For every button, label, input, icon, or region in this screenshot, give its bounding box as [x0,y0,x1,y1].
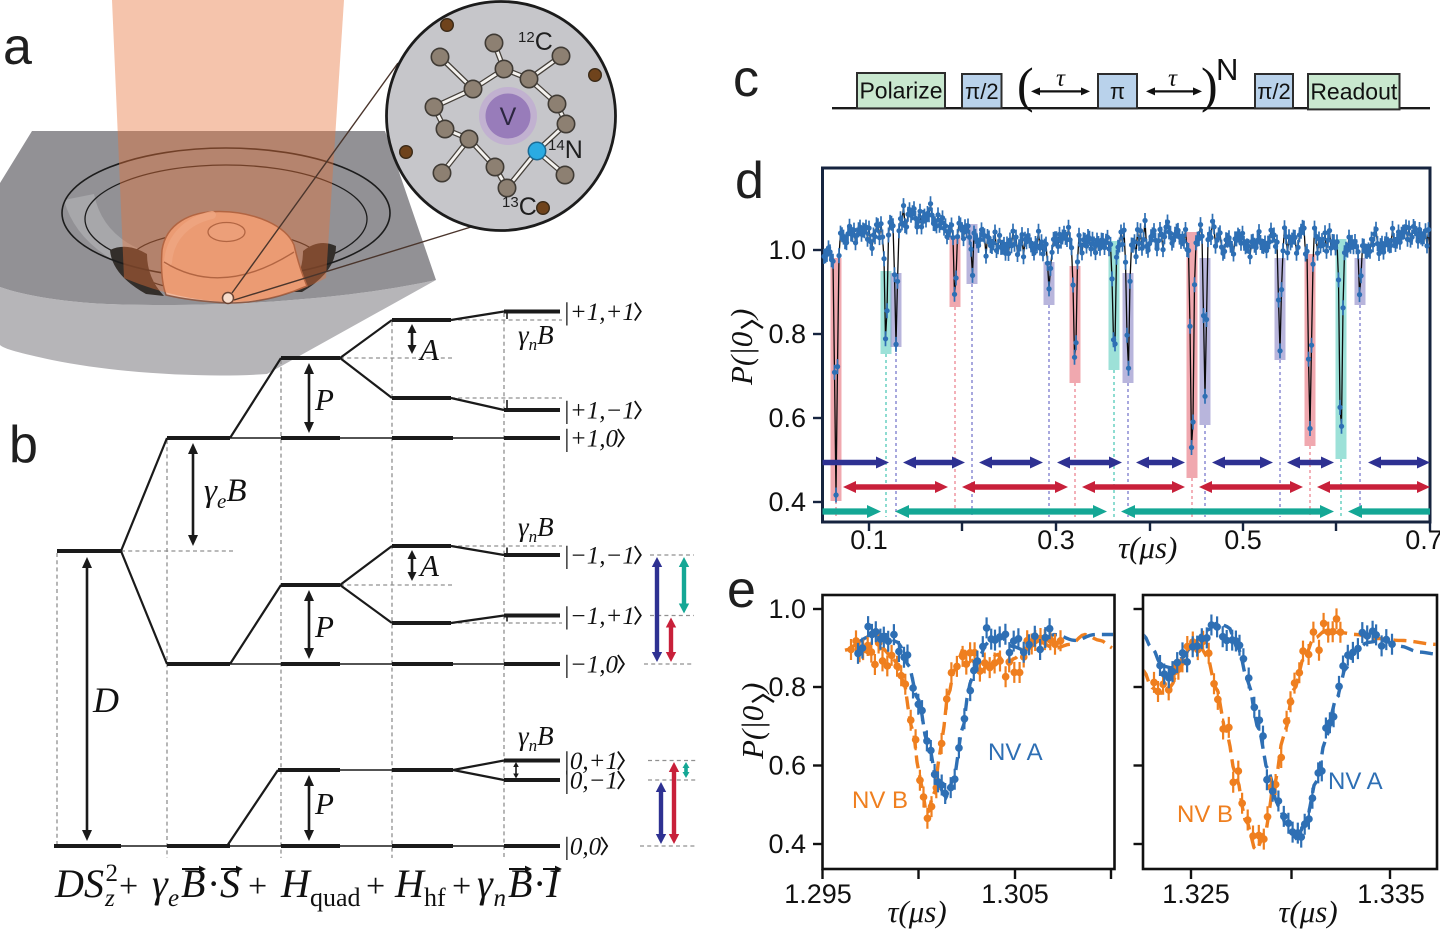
svg-text:+: + [248,868,267,905]
svg-text:NV B: NV B [852,787,908,814]
svg-text:|−1,−1: |−1,−1 [563,543,635,570]
svg-text:I: I [545,861,561,906]
svg-text:13C: 13C [502,193,537,221]
svg-text:(: ( [1017,57,1034,113]
svg-text:S: S [220,861,240,906]
svg-text:|0,+1: |0,+1 [563,748,618,775]
svg-text:π/2: π/2 [965,79,999,104]
svg-text:|−1,+1: |−1,+1 [563,603,635,630]
svg-text:H: H [280,861,312,906]
svg-text:0.4: 0.4 [768,829,806,859]
svg-text:γnB: γnB [518,512,554,546]
svg-text:0.6: 0.6 [768,751,806,781]
svg-text:z: z [104,885,115,912]
svg-text:NV A: NV A [1328,768,1383,795]
svg-text:2: 2 [106,860,119,887]
svg-text:0.4: 0.4 [768,487,806,517]
svg-text:|+1,0: |+1,0 [563,426,618,453]
svg-text:|+1,+1: |+1,+1 [563,299,635,326]
svg-text:0.1: 0.1 [850,525,888,555]
svg-text:0.8: 0.8 [768,672,806,702]
svg-text:hf: hf [424,883,446,912]
svg-text:1.295: 1.295 [784,879,852,909]
svg-text:P: P [314,609,334,644]
svg-text:A: A [418,332,440,367]
svg-text:1.325: 1.325 [1162,879,1230,909]
svg-text:1.0: 1.0 [768,594,806,624]
svg-text:12C: 12C [518,28,553,56]
svg-text:quad: quad [310,883,361,912]
svg-text:D: D [92,680,119,720]
svg-text:P: P [314,382,334,417]
svg-text:τ(μs): τ(μs) [1118,530,1177,565]
svg-text:P(|0: P(|0 [735,705,770,760]
svg-text:·: · [533,861,546,906]
svg-text:NV B: NV B [1177,801,1233,828]
svg-text:0.5: 0.5 [1224,525,1262,555]
svg-text:): ) [724,309,759,321]
svg-text:|0,−1: |0,−1 [563,768,618,795]
svg-text:H: H [394,861,426,906]
svg-text:S: S [84,861,104,906]
svg-text:D: D [54,861,84,906]
svg-text:0.3: 0.3 [1037,525,1075,555]
svg-text:|0,0: |0,0 [563,834,602,861]
svg-text:+: + [452,868,471,905]
svg-text:τ(μs): τ(μs) [887,894,946,929]
svg-text:d: d [735,152,764,210]
svg-text:c: c [733,50,759,108]
svg-text:e: e [168,885,179,912]
svg-text:π: π [1110,79,1125,104]
svg-text:γ: γ [477,861,494,906]
svg-text:Readout: Readout [1310,79,1398,105]
svg-text:+: + [366,868,385,905]
svg-text:P(|0: P(|0 [724,331,759,386]
svg-text:1.0: 1.0 [768,235,806,265]
svg-text:γ: γ [152,861,169,906]
svg-text:Polarize: Polarize [859,78,942,104]
svg-text:n: n [494,885,507,912]
svg-text:|+1,−1: |+1,−1 [563,398,635,425]
svg-text:P: P [314,786,334,821]
svg-text:A: A [418,548,440,583]
svg-text:1.305: 1.305 [981,879,1049,909]
svg-text:τ: τ [1056,65,1066,92]
svg-text:b: b [9,416,38,474]
svg-text:): ) [735,683,770,695]
svg-text:): ) [1201,57,1218,113]
svg-text:e: e [727,561,756,619]
svg-text:a: a [3,18,32,76]
svg-text:τ(μs): τ(μs) [1278,894,1337,929]
svg-text:N: N [1216,52,1238,87]
svg-text:+: + [119,868,138,905]
svg-text:|−1,0: |−1,0 [563,652,618,679]
svg-text:·: · [207,861,220,906]
svg-text:1.335: 1.335 [1357,879,1425,909]
svg-text:V: V [500,103,517,131]
svg-text:NV A: NV A [988,739,1043,766]
svg-text:0.8: 0.8 [768,319,806,349]
svg-text:14N: 14N [548,136,583,164]
svg-text:0.7: 0.7 [1405,525,1440,555]
svg-text:τ: τ [1168,65,1178,92]
svg-text:0.6: 0.6 [768,403,806,433]
svg-text:π/2: π/2 [1257,79,1291,104]
